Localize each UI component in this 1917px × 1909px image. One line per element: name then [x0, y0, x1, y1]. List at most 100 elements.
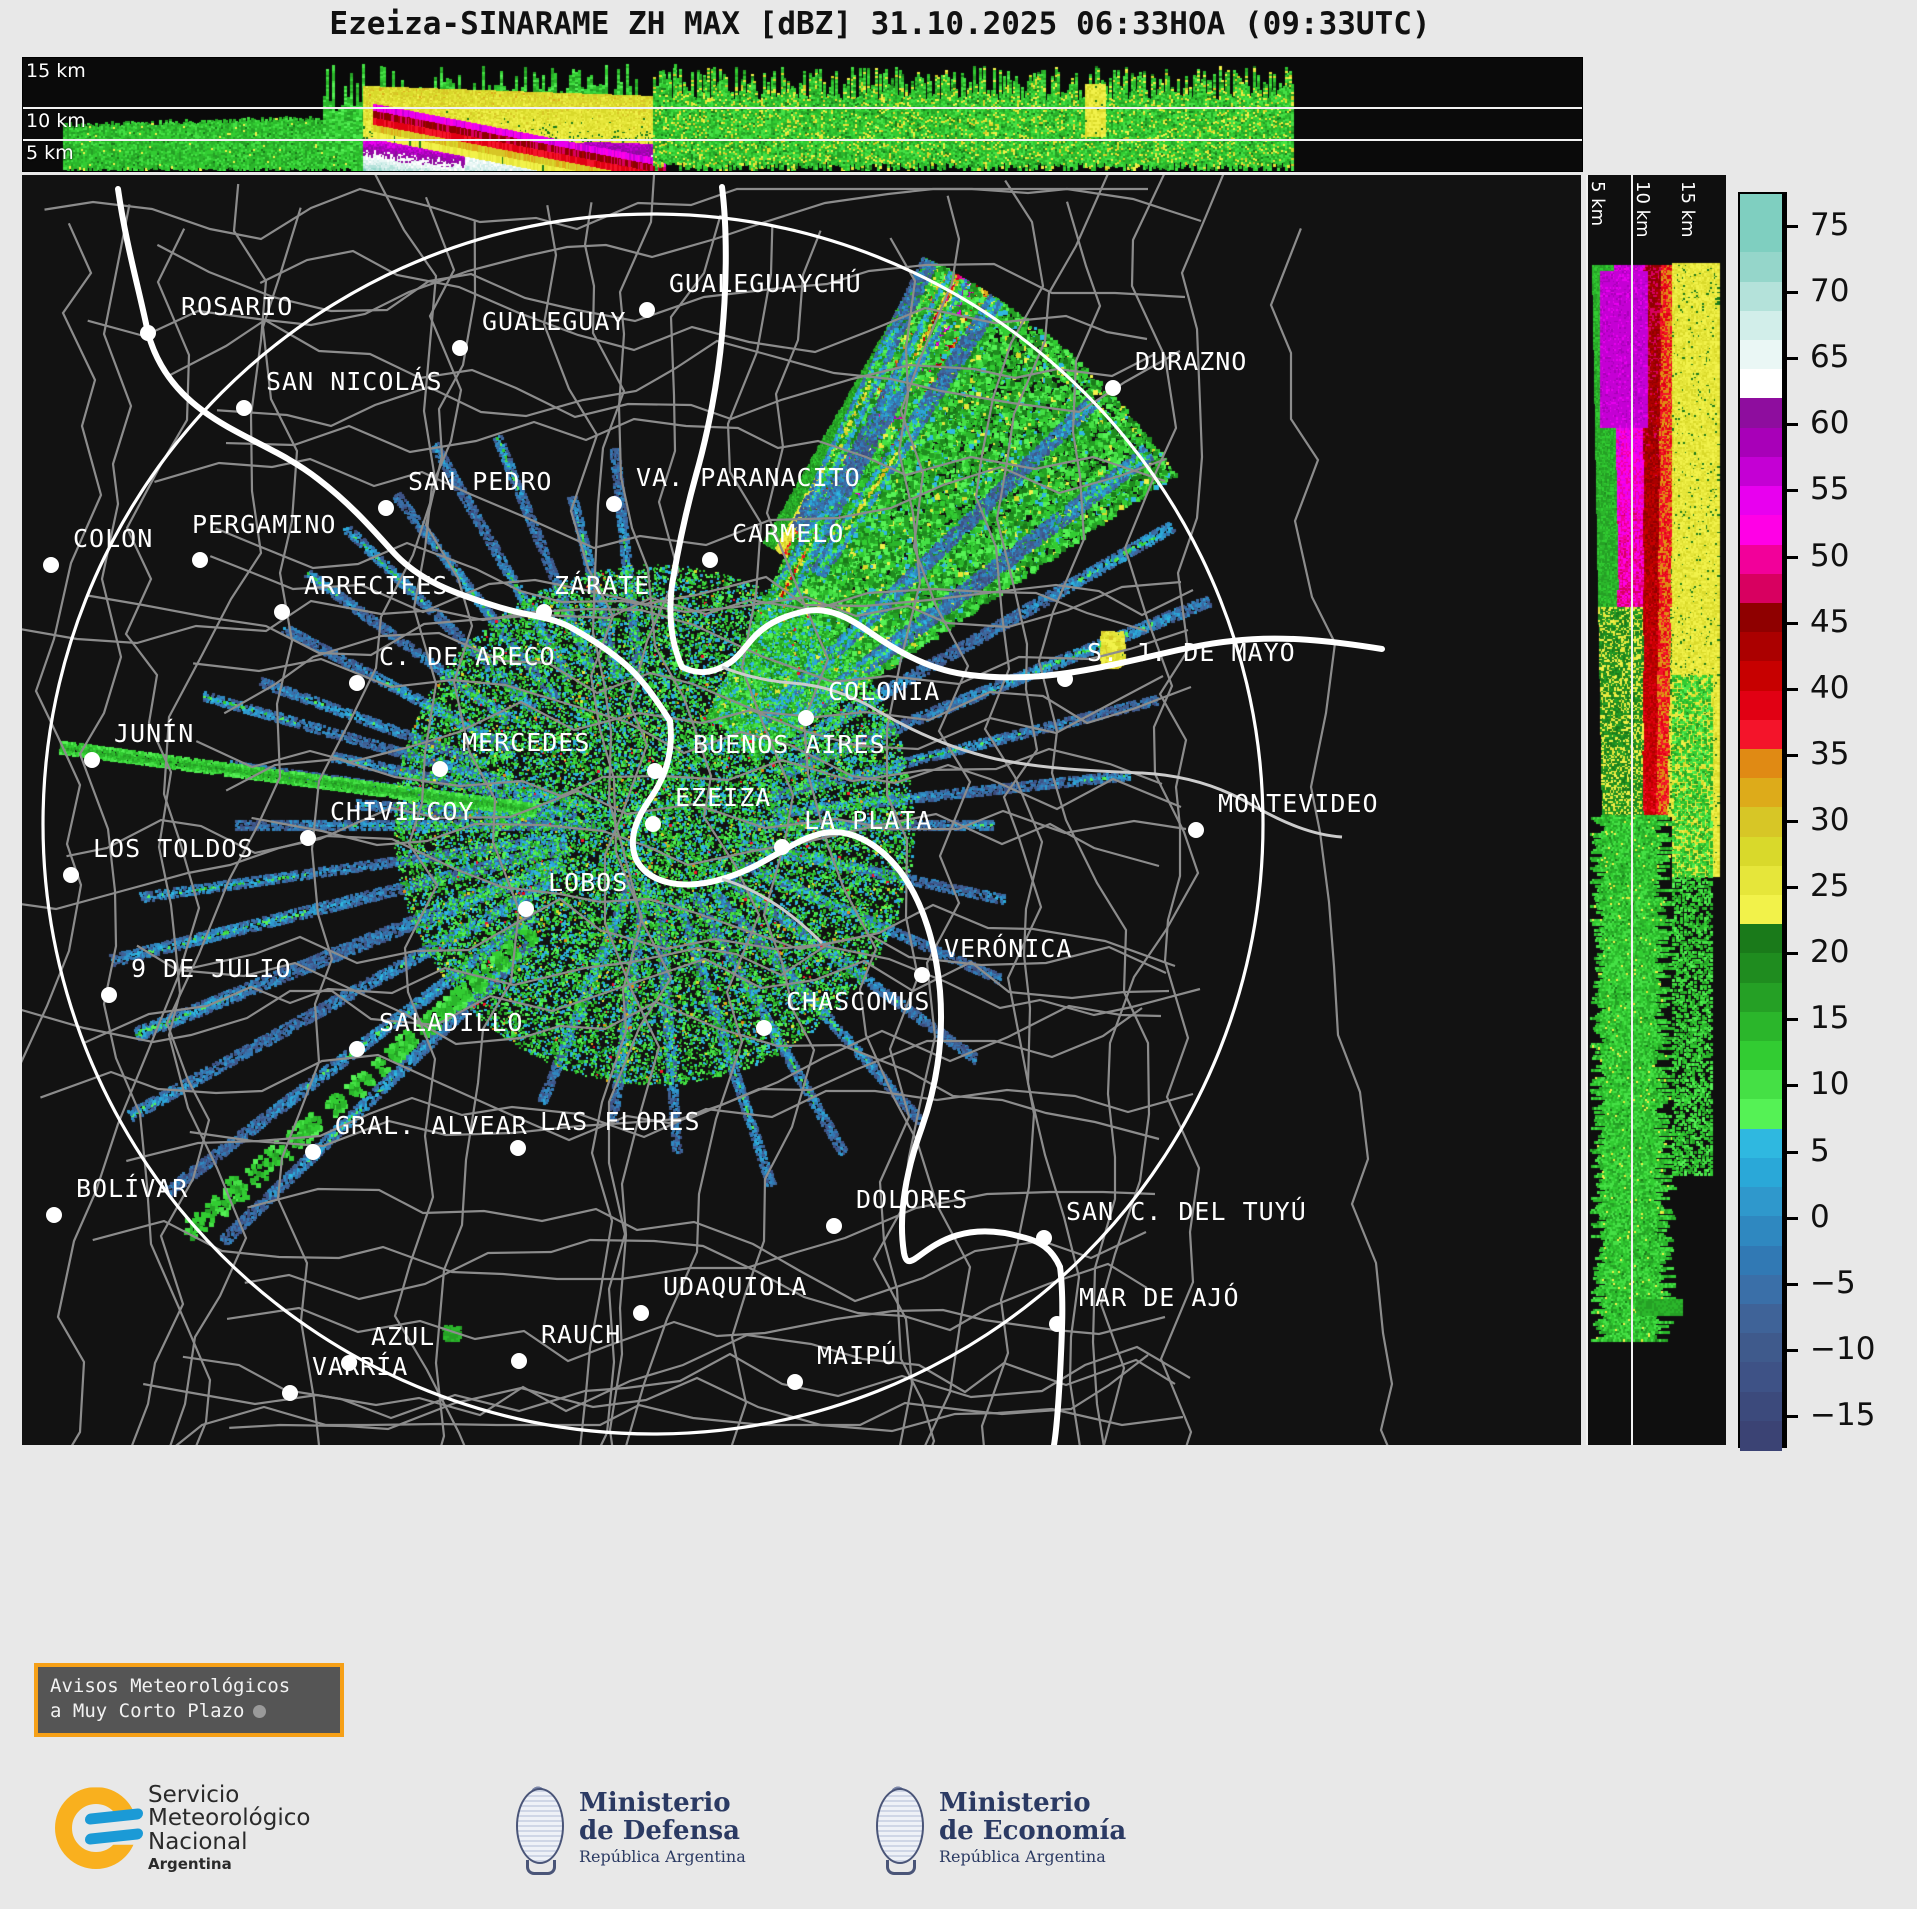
boundary-line [603, 214, 722, 1445]
colorbar-segment [1740, 310, 1782, 341]
colorbar-tick-label: 15 [1810, 1000, 1850, 1037]
avisos-meteorologicos-badge[interactable]: Avisos Meteorológicos a Muy Corto Plazo [34, 1663, 344, 1737]
colorbar-segment [1740, 1216, 1782, 1247]
smn-ring-icon [55, 1787, 137, 1870]
city-dot [140, 325, 156, 341]
colorbar-tick [1784, 225, 1798, 229]
colorbar-tick [1784, 1348, 1798, 1352]
city-label: 9 DE JULIO [131, 954, 292, 983]
boundary-line [247, 1187, 1147, 1303]
city-dot [282, 1385, 298, 1401]
colorbar-segment [1740, 1391, 1782, 1422]
colorbar-tick [1784, 423, 1798, 427]
colorbar-tick-label: −10 [1810, 1330, 1876, 1367]
city-dot [639, 302, 655, 318]
boundary-line [156, 243, 1186, 323]
colorbar-tick-label: 75 [1810, 207, 1850, 244]
city-dot [606, 496, 622, 512]
city-dot [798, 710, 814, 726]
colorbar-segment [1740, 1274, 1782, 1305]
city-label: CHIVILCOY [330, 797, 474, 826]
height-label-10km: 10 km [26, 110, 86, 132]
colorbar-segment [1740, 252, 1782, 283]
boundary-line [244, 1238, 1148, 1332]
city-label: MONTEVIDEO [1218, 789, 1379, 818]
colorbar-tick [1784, 621, 1798, 625]
coastline-river [629, 718, 1063, 1270]
boundary-line [175, 1354, 1149, 1445]
height-label-5km: 5 km [26, 142, 74, 164]
colorbar-tick-label: 40 [1810, 669, 1850, 706]
city-label: SAN NICOLÁS [266, 367, 443, 396]
colorbar-segment [1740, 719, 1782, 750]
boundary-line [974, 179, 1081, 1445]
page-title: Ezeiza-SINARAME ZH MAX [dBZ] 31.10.2025 … [329, 6, 1431, 42]
colorbar-tick [1784, 1084, 1798, 1088]
city-label: DOLORES [856, 1185, 968, 1214]
colorbar-segment [1740, 1333, 1782, 1363]
boundary-line [1037, 201, 1151, 1445]
defensa-line-2: de Defensa [579, 1816, 740, 1847]
height-label-5km-right: 5 km [1587, 181, 1608, 227]
city-dot [274, 604, 290, 620]
colorbar-segment [1740, 632, 1782, 662]
colorbar-tick [1784, 291, 1798, 295]
city-label: CHASCOMUS [786, 987, 930, 1016]
city-label: MAIPÚ [817, 1340, 897, 1370]
city-dot [774, 839, 790, 855]
boundary-line [1091, 175, 1200, 1445]
logo-ministerio-de-economia: Ministerio de Economía República Argenti… [870, 1780, 1126, 1876]
colorbar-tick [1784, 1216, 1798, 1220]
city-label: VA. PARANACITO [636, 463, 861, 492]
city-dot [63, 867, 79, 883]
city-dot [341, 1355, 357, 1371]
coastline-river [679, 607, 1385, 681]
city-dot [1188, 822, 1204, 838]
colorbar-segment [1740, 690, 1782, 721]
city-dot [1057, 671, 1073, 687]
city-label: GUALEGUAYCHÚ [669, 268, 862, 298]
boundary-line [424, 221, 521, 1445]
city-label: C. DE ARECO [379, 642, 556, 671]
city-dot [236, 400, 252, 416]
city-label: MERCEDES [462, 728, 590, 757]
boundary-line [223, 631, 1192, 725]
smn-line-1: Servicio [148, 1782, 240, 1808]
city-dot [101, 987, 117, 1003]
height-gridline-10km-right [1586, 175, 1588, 1445]
colorbar-segment [1740, 836, 1782, 867]
colorbar-segment [1740, 281, 1782, 312]
boundary-line [44, 187, 1148, 241]
boundary-line [87, 187, 1202, 338]
radar-map-panel[interactable]: ROSARIO GUALEGUAYCHÚ GUALEGUAY SAN NICOLÁS D… [22, 175, 1581, 1445]
footer-logos: Servicio Meteorológico Nacional Argentin… [0, 1780, 1600, 1905]
colorbar-tick [1784, 357, 1798, 361]
boundary-line [209, 555, 1194, 617]
colorbar-segment [1740, 778, 1782, 808]
colorbar-tick [1784, 555, 1798, 559]
colorbar-tick-label: 35 [1810, 735, 1850, 772]
boundary-line [617, 175, 761, 1445]
coastlines-rivers [115, 184, 1385, 1445]
colorbar-tick-label: 30 [1810, 802, 1850, 838]
colorbar-tick [1784, 1150, 1798, 1154]
city-label: VARRÍA [312, 1352, 408, 1381]
boundary-line [229, 1376, 1184, 1433]
warning-status-dot-icon [253, 1705, 267, 1718]
city-dot [46, 1207, 62, 1223]
city-dot [756, 1020, 772, 1036]
economia-line-3: República Argentina [939, 1846, 1106, 1866]
colorbar-tick-label: −15 [1810, 1396, 1876, 1433]
city-dot [300, 830, 316, 846]
colorbar-segment [1740, 456, 1782, 487]
boundary-line [542, 204, 644, 1445]
city-dot [702, 552, 718, 568]
boundary-line [189, 1007, 1143, 1148]
colorbar-segment [1740, 573, 1782, 604]
colorbar-segment [1740, 895, 1782, 925]
boundary-line [22, 957, 1170, 1044]
colorbar-segment [1740, 223, 1782, 253]
city-label: LOBOS [548, 868, 628, 897]
smn-wordmark: Servicio Meteorológico Nacional Argentin… [148, 1782, 310, 1873]
smn-line-3: Nacional [148, 1828, 248, 1855]
